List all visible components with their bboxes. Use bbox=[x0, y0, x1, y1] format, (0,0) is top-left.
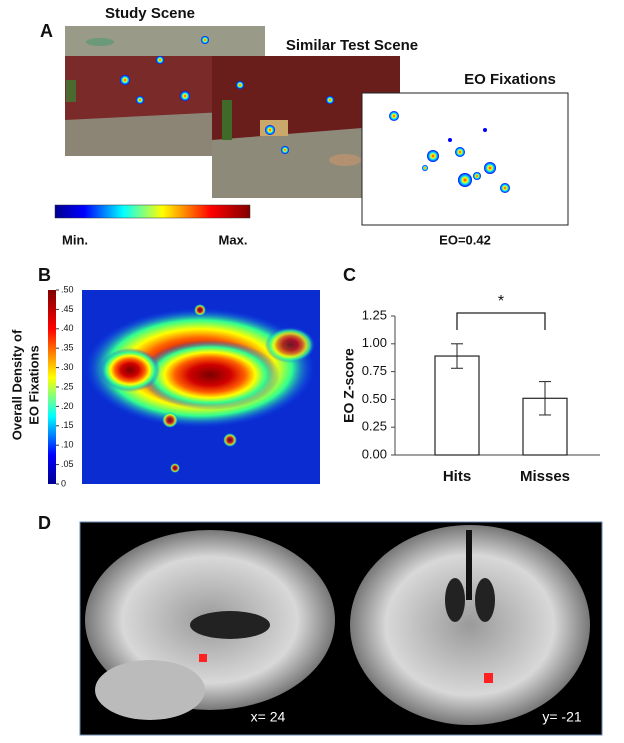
colorbar-tick-label: .50 bbox=[61, 284, 74, 294]
slice-label: x= 24 bbox=[251, 709, 286, 725]
scale-max: Max. bbox=[219, 232, 248, 247]
y-tick-label: 1.00 bbox=[362, 335, 387, 350]
density-heatmap bbox=[82, 290, 320, 484]
y-tick-label: 0.50 bbox=[362, 391, 387, 406]
bar bbox=[434, 355, 480, 456]
scale-min: Min. bbox=[62, 232, 88, 247]
colorbar-tick-label: .30 bbox=[61, 362, 74, 372]
panel-label: A bbox=[40, 21, 53, 41]
image-title: EO Fixations bbox=[464, 71, 556, 88]
y-axis-title: EO Z-score bbox=[341, 348, 357, 423]
panel-label: B bbox=[38, 265, 51, 285]
colorbar-tick-label: .20 bbox=[61, 401, 74, 411]
panel-label: D bbox=[38, 513, 51, 533]
colorbar-tick-label: .10 bbox=[61, 440, 74, 450]
colorbar-tick-label: .45 bbox=[61, 304, 74, 314]
x-tick-label: Misses bbox=[520, 468, 570, 485]
scale-bar bbox=[54, 204, 251, 219]
colorbar-tick-label: .25 bbox=[61, 381, 74, 391]
slice-label: y= -21 bbox=[542, 709, 582, 725]
colorbar-title-line: EO Fixations bbox=[26, 345, 41, 424]
eo-fixation-map bbox=[361, 92, 569, 226]
significance-label: * bbox=[498, 293, 504, 310]
x-tick-label: Hits bbox=[443, 468, 471, 485]
bar-chart: 0.00 0.25 0.50 0.75 1.00 1.25 EO Z-score Hits Mi… bbox=[341, 293, 600, 485]
image-title: Study Scene bbox=[105, 5, 195, 22]
significance-bracket bbox=[456, 312, 546, 330]
colorbar-tick-label: .35 bbox=[61, 343, 74, 353]
image-title: Similar Test Scene bbox=[286, 37, 418, 54]
colorbar-tick-label: .05 bbox=[61, 459, 74, 469]
brain-images: x= 24 y= -21 bbox=[79, 521, 603, 736]
colorbar-ticks: .50 .45 .40 .35 .30 .25 .20 .15 .10 .05 0 bbox=[56, 284, 74, 488]
colorbar-tick-label: .40 bbox=[61, 323, 74, 333]
colorbar-title-line: Overall Density of bbox=[9, 329, 24, 440]
eo-value: EO=0.42 bbox=[439, 232, 491, 247]
colorbar-tick-label: .15 bbox=[61, 420, 74, 430]
colorbar bbox=[48, 290, 56, 484]
colorbar-tick-label: 0 bbox=[61, 478, 66, 488]
y-tick-label: 0.75 bbox=[362, 363, 387, 378]
y-tick-label: 1.25 bbox=[362, 307, 387, 322]
panel-label: C bbox=[343, 265, 356, 285]
y-tick-label: 0.25 bbox=[362, 419, 387, 434]
y-tick-label: 0.00 bbox=[362, 446, 387, 461]
colorbar-title: Overall Density of EO Fixations bbox=[9, 329, 41, 440]
